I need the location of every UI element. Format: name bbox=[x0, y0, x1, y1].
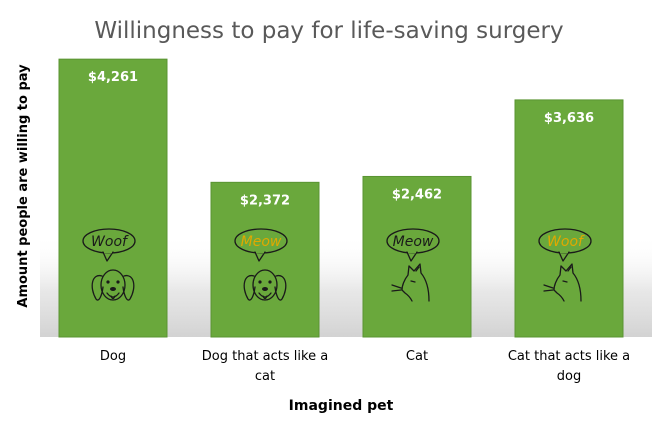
speech-bubble-text: Meow bbox=[241, 234, 282, 250]
dog-head bbox=[252, 269, 278, 301]
dog-face-icon bbox=[243, 269, 287, 301]
dog-tongue bbox=[110, 295, 116, 300]
cat-outline bbox=[553, 263, 582, 302]
x-tick-label: Dog bbox=[100, 349, 126, 364]
speech-bubble-tail bbox=[406, 251, 418, 262]
speech-bubble-text: Meow bbox=[393, 234, 434, 250]
bar-group: $4,261 Woof bbox=[58, 58, 168, 338]
speech-bubble: Woof bbox=[82, 228, 136, 262]
dog-nose bbox=[110, 287, 116, 291]
dog-mouth bbox=[258, 292, 272, 298]
bar bbox=[210, 181, 320, 338]
dog-right-eye bbox=[116, 280, 120, 284]
y-axis-label: Amount people are willing to pay bbox=[16, 64, 31, 308]
x-tick-label: Dog that acts like a bbox=[202, 349, 328, 364]
speech-bubble-tail bbox=[254, 251, 266, 262]
dog-left-eye bbox=[258, 280, 262, 284]
data-label: $4,261 bbox=[88, 70, 138, 85]
dog-tongue bbox=[262, 295, 268, 300]
dog-head bbox=[100, 269, 126, 301]
dog-left-eye bbox=[106, 280, 110, 284]
data-label: $2,372 bbox=[240, 193, 290, 208]
cat-profile-icon bbox=[391, 263, 430, 302]
speech-bubble: Woof bbox=[538, 228, 592, 262]
cat-whiskers bbox=[391, 284, 402, 292]
speech-bubble-text: Woof bbox=[91, 234, 129, 250]
dog-face-icon bbox=[91, 269, 135, 301]
cat-inner-ear bbox=[567, 266, 572, 272]
x-axis-label: Imagined pet bbox=[289, 398, 394, 414]
bar bbox=[362, 175, 472, 338]
x-tick-label: dog bbox=[557, 369, 581, 384]
speech-bubble-tail bbox=[558, 251, 570, 262]
dog-right-eye bbox=[268, 280, 272, 284]
speech-bubble: Meow bbox=[234, 228, 288, 262]
bar-group: $3,636 Woof bbox=[514, 99, 624, 338]
cat-inner-ear bbox=[415, 266, 420, 272]
cat-eye bbox=[562, 280, 568, 283]
cat-eye bbox=[410, 280, 416, 283]
dog-left-ear bbox=[243, 274, 256, 301]
cat-profile-icon bbox=[543, 263, 582, 302]
bar-group: $2,462 Meow bbox=[362, 175, 472, 338]
x-tick-label: cat bbox=[255, 369, 275, 384]
cat-outline bbox=[401, 263, 430, 302]
dog-nose bbox=[262, 287, 268, 291]
bars-group: $4,261 Woof Dog $2,372 Meow Dog that acts lik… bbox=[58, 58, 630, 384]
chart-title: Willingness to pay for life-saving surge… bbox=[94, 18, 563, 44]
data-label: $2,462 bbox=[392, 187, 442, 202]
dog-left-ear bbox=[91, 274, 104, 301]
dog-right-ear bbox=[122, 274, 135, 301]
speech-bubble-text: Woof bbox=[547, 234, 585, 250]
dog-right-ear bbox=[274, 274, 287, 301]
bar bbox=[58, 58, 168, 338]
cat-whiskers bbox=[543, 284, 554, 292]
speech-bubble: Meow bbox=[386, 228, 440, 262]
bar-group: $2,372 Meow bbox=[210, 181, 320, 338]
x-tick-label: Cat bbox=[406, 349, 428, 364]
dog-mouth bbox=[106, 292, 120, 298]
x-tick-label: Cat that acts like a bbox=[508, 349, 630, 364]
data-label: $3,636 bbox=[544, 111, 594, 126]
speech-bubble-tail bbox=[102, 251, 114, 262]
bar bbox=[514, 99, 624, 338]
